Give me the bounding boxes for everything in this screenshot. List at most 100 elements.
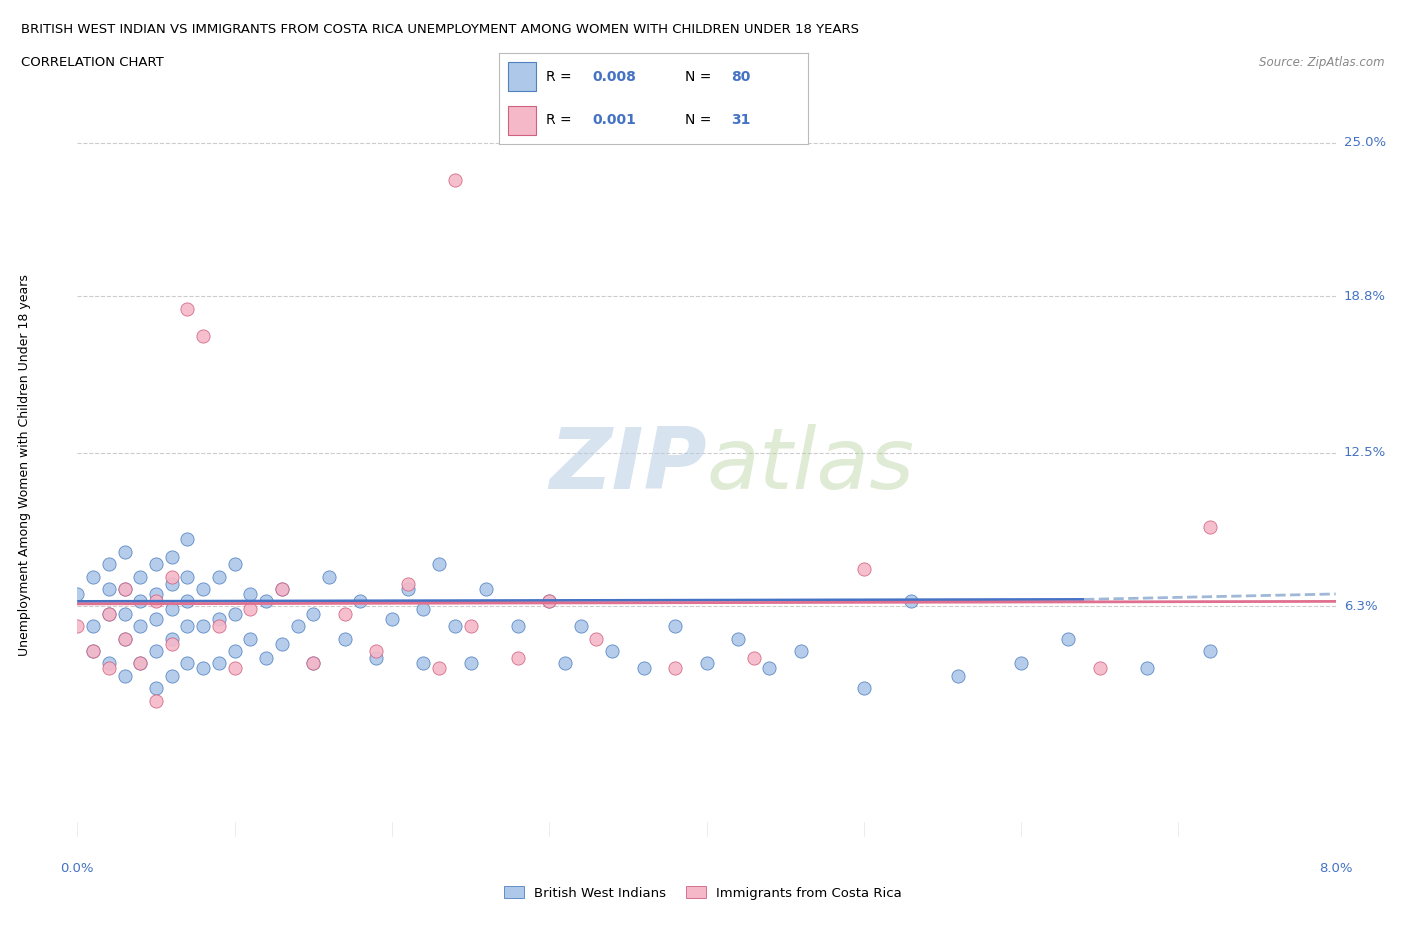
Text: CORRELATION CHART: CORRELATION CHART — [21, 56, 165, 69]
Text: 0.0%: 0.0% — [60, 862, 94, 875]
Point — [160, 602, 183, 617]
Text: 12.5%: 12.5% — [1344, 446, 1386, 459]
Point — [444, 618, 467, 633]
Point — [287, 618, 309, 633]
Point — [600, 644, 623, 658]
Point — [239, 631, 262, 646]
Point — [366, 651, 388, 666]
Point — [318, 569, 340, 584]
Point — [1198, 520, 1220, 535]
Point — [160, 631, 183, 646]
Point — [270, 581, 292, 596]
Point — [554, 656, 576, 671]
Point — [727, 631, 749, 646]
Point — [145, 557, 167, 572]
Point — [460, 618, 482, 633]
Point — [444, 172, 467, 187]
Point — [900, 594, 922, 609]
Point — [948, 669, 970, 684]
Point — [191, 661, 215, 676]
Point — [664, 618, 686, 633]
Point — [191, 328, 215, 343]
Point — [333, 631, 356, 646]
FancyBboxPatch shape — [509, 106, 536, 135]
Text: 31: 31 — [731, 113, 751, 127]
Point — [460, 656, 482, 671]
Point — [129, 618, 152, 633]
Point — [176, 301, 198, 316]
Point — [427, 661, 450, 676]
Point — [145, 587, 167, 602]
Text: ZIP: ZIP — [548, 423, 707, 507]
Text: R =: R = — [546, 70, 575, 84]
Point — [114, 581, 136, 596]
Point — [852, 562, 875, 577]
Point — [97, 581, 120, 596]
Point — [538, 594, 561, 609]
Point — [145, 611, 167, 626]
Point — [176, 532, 198, 547]
Point — [129, 594, 152, 609]
Point — [1198, 644, 1220, 658]
Point — [270, 581, 292, 596]
Point — [114, 606, 136, 621]
Point — [176, 594, 198, 609]
Point — [114, 631, 136, 646]
Point — [1010, 656, 1032, 671]
Point — [82, 644, 104, 658]
Point — [852, 681, 875, 696]
Point — [191, 581, 215, 596]
Point — [396, 577, 419, 591]
Point — [160, 550, 183, 565]
Point — [129, 656, 152, 671]
Point — [254, 651, 277, 666]
Point — [270, 636, 292, 651]
Point — [114, 544, 136, 559]
Point — [160, 636, 183, 651]
Point — [224, 557, 246, 572]
Point — [569, 618, 592, 633]
Point — [160, 577, 183, 591]
Point — [396, 581, 419, 596]
Text: Unemployment Among Women with Children Under 18 years: Unemployment Among Women with Children U… — [18, 274, 31, 656]
Point — [176, 656, 198, 671]
Text: BRITISH WEST INDIAN VS IMMIGRANTS FROM COSTA RICA UNEMPLOYMENT AMONG WOMEN WITH : BRITISH WEST INDIAN VS IMMIGRANTS FROM C… — [21, 23, 859, 36]
Text: R =: R = — [546, 113, 575, 127]
Point — [1088, 661, 1111, 676]
Text: 18.8%: 18.8% — [1344, 290, 1386, 303]
Point — [633, 661, 655, 676]
Point — [160, 569, 183, 584]
Point — [224, 644, 246, 658]
Point — [114, 581, 136, 596]
Point — [696, 656, 718, 671]
Point — [790, 644, 813, 658]
Point — [160, 669, 183, 684]
Point — [475, 581, 498, 596]
Point — [538, 594, 561, 609]
Point — [176, 569, 198, 584]
Text: N =: N = — [685, 70, 716, 84]
FancyBboxPatch shape — [509, 62, 536, 91]
Point — [427, 557, 450, 572]
Point — [302, 656, 325, 671]
Point — [114, 631, 136, 646]
Point — [412, 602, 434, 617]
Point — [208, 618, 231, 633]
Text: 6.3%: 6.3% — [1344, 600, 1378, 613]
Point — [381, 611, 404, 626]
Point — [129, 569, 152, 584]
Text: atlas: atlas — [707, 423, 914, 507]
Legend: British West Indians, Immigrants from Costa Rica: British West Indians, Immigrants from Co… — [499, 881, 907, 905]
Point — [412, 656, 434, 671]
Point — [254, 594, 277, 609]
Point — [82, 644, 104, 658]
Text: 8.0%: 8.0% — [1319, 862, 1353, 875]
Point — [239, 602, 262, 617]
Point — [506, 651, 529, 666]
Point — [302, 656, 325, 671]
Point — [129, 656, 152, 671]
Point — [742, 651, 765, 666]
Point — [1136, 661, 1159, 676]
Point — [224, 661, 246, 676]
Point — [114, 669, 136, 684]
